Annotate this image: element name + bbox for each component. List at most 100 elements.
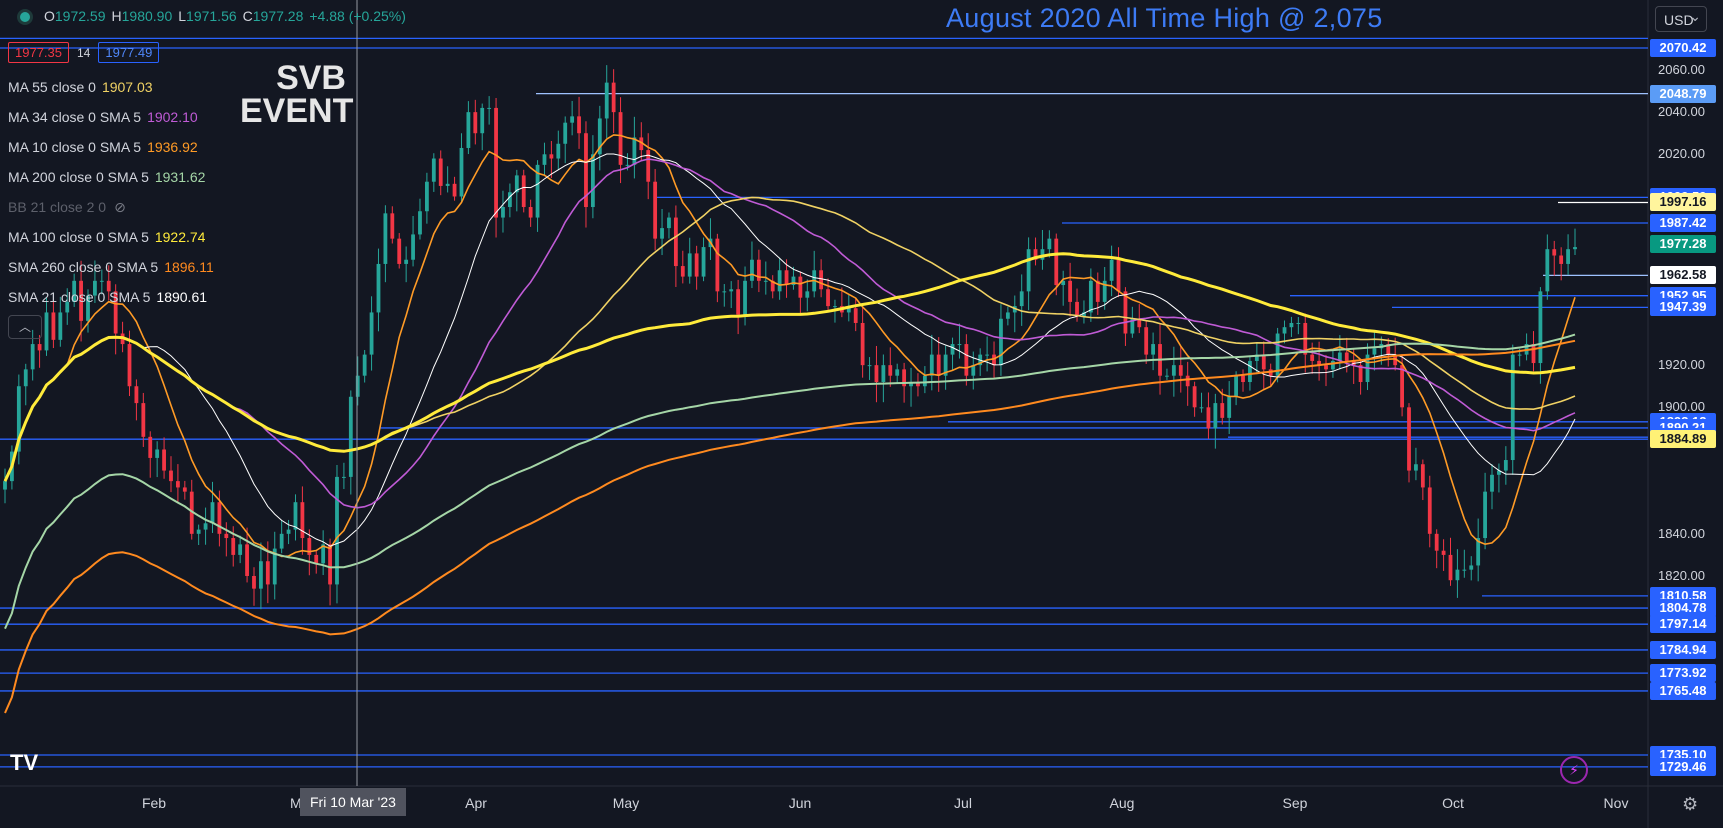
candle-body (93, 280, 97, 296)
price-tick-label: 1840.00 (1658, 525, 1705, 541)
price-label-1729.46: 1729.46 (1650, 757, 1716, 776)
candle-body (321, 544, 326, 564)
price-label-1947.39: 1947.39 (1650, 298, 1716, 317)
gear-icon[interactable]: ⚙ (1682, 794, 1699, 814)
candle-body (1026, 249, 1031, 292)
candle-body (1130, 318, 1135, 334)
candle-body (618, 112, 623, 165)
candle-body (743, 280, 747, 315)
candle-body (3, 481, 7, 490)
legend-label: MA 55 close 0 (8, 79, 96, 95)
candle-body (791, 276, 796, 286)
legend-row[interactable]: MA 200 close 0 SMA 5 1931.62 (8, 167, 214, 197)
candle-body (272, 548, 277, 585)
candle-body (252, 575, 256, 589)
candle-body (1171, 365, 1176, 376)
ma-10-line (4, 134, 1576, 558)
candle-body (1400, 365, 1404, 408)
candle-body (362, 354, 367, 376)
candle-body (293, 502, 298, 530)
candle-body (1296, 322, 1301, 324)
candle-body (888, 365, 893, 376)
month-label-aug: Aug (1109, 795, 1135, 811)
legend-label: MA 200 close 0 SMA 5 (8, 169, 149, 185)
candle-body (418, 211, 422, 235)
candle-body (833, 306, 837, 308)
price-label-2070.42: 2070.42 (1650, 39, 1716, 57)
legend-row[interactable]: BB 21 close 2 0 ⊘ (8, 197, 214, 227)
candle-body (196, 529, 201, 534)
low-value: 1971.56 (186, 8, 237, 24)
candle-body (784, 270, 789, 286)
collapse-legend-button[interactable]: ︿ (8, 315, 42, 339)
candle-body (438, 158, 443, 186)
currency-select[interactable]: USD (1655, 3, 1707, 32)
low-label: L (178, 8, 187, 24)
candle-body (1178, 365, 1183, 376)
candle-body (259, 561, 263, 589)
candle-body (999, 318, 1003, 366)
legend-row[interactable]: MA 100 close 0 SMA 5 1922.74 (8, 227, 214, 257)
price-label-1804.78: 1804.78 (1650, 599, 1716, 618)
candle-body (148, 436, 153, 458)
candle-body (625, 164, 630, 166)
candle-body (328, 544, 332, 585)
candle-body (590, 154, 595, 208)
hidden-eye-icon[interactable]: ⊘ (114, 199, 126, 215)
price-label-1773.92: 1773.92 (1650, 664, 1716, 683)
month-label-sep: Sep (1282, 795, 1308, 811)
candle-body (1497, 470, 1501, 475)
candle-body (736, 289, 741, 315)
candle-body (1573, 247, 1577, 250)
candle-body (535, 164, 540, 218)
price-tick-label: 1820.00 (1658, 567, 1705, 583)
lightning-icon[interactable]: ⚡ (1560, 756, 1588, 784)
tradingview-logo-icon[interactable]: TV (10, 750, 39, 775)
candle-body (680, 266, 685, 277)
candle-body (1040, 249, 1045, 260)
candle-body (99, 280, 104, 282)
candle-body (563, 122, 568, 144)
candle-body (286, 529, 291, 534)
candle-body (169, 470, 173, 482)
candle-body (1531, 344, 1536, 364)
candle-body (335, 476, 339, 585)
legend-label: MA 10 close 0 SMA 5 (8, 139, 142, 155)
legend-row[interactable]: MA 55 close 0 1907.03 (8, 77, 214, 107)
ohlc-readout: O1972.59 H1980.90 L1971.56 C1977.28 +4.88 (+… (8, 8, 412, 24)
legend-value: 1896.11 (164, 259, 214, 275)
legend-row[interactable]: MA 10 close 0 SMA 5 1936.92 (8, 137, 214, 167)
candle-body (729, 289, 734, 292)
candle-body (16, 386, 21, 452)
bid-button[interactable]: 1977.35 (8, 42, 69, 63)
legend-label: SMA 260 close 0 SMA 5 (8, 259, 159, 275)
candle-body (480, 107, 485, 134)
price-label-1997.16: 1997.16 (1650, 193, 1716, 212)
candle-body (673, 217, 678, 267)
price-tick-label: 2020.00 (1658, 146, 1705, 162)
candle-body (1434, 533, 1439, 551)
candle-body (701, 247, 706, 277)
candle-body (424, 181, 429, 212)
sma-260-line (4, 339, 1576, 714)
legend-row[interactable]: SMA 260 close 0 SMA 5 1896.11 (8, 257, 214, 287)
candle-body (1469, 565, 1474, 570)
candle-body (1490, 474, 1494, 492)
candle-body (411, 234, 415, 260)
candle-body (141, 403, 146, 437)
candle-body (750, 259, 754, 281)
candle-body (1427, 487, 1432, 534)
candle-body (1455, 569, 1460, 581)
ask-button[interactable]: 1977.49 (98, 42, 160, 63)
legend-row[interactable]: MA 34 close 0 SMA 5 1902.10 (8, 107, 214, 137)
candle-body (1075, 301, 1079, 317)
candle-body (1137, 318, 1142, 328)
price-label-1784.94: 1784.94 (1650, 640, 1716, 659)
indicator-legend: MA 55 close 0 1907.03 MA 34 close 0 SMA 5 1… (8, 77, 214, 317)
price-label-1987.42: 1987.42 (1650, 214, 1716, 232)
candle-body (922, 375, 927, 387)
legend-row[interactable]: SMA 21 close 0 SMA 5 1890.61 (8, 287, 214, 317)
candle-body (1248, 360, 1252, 383)
